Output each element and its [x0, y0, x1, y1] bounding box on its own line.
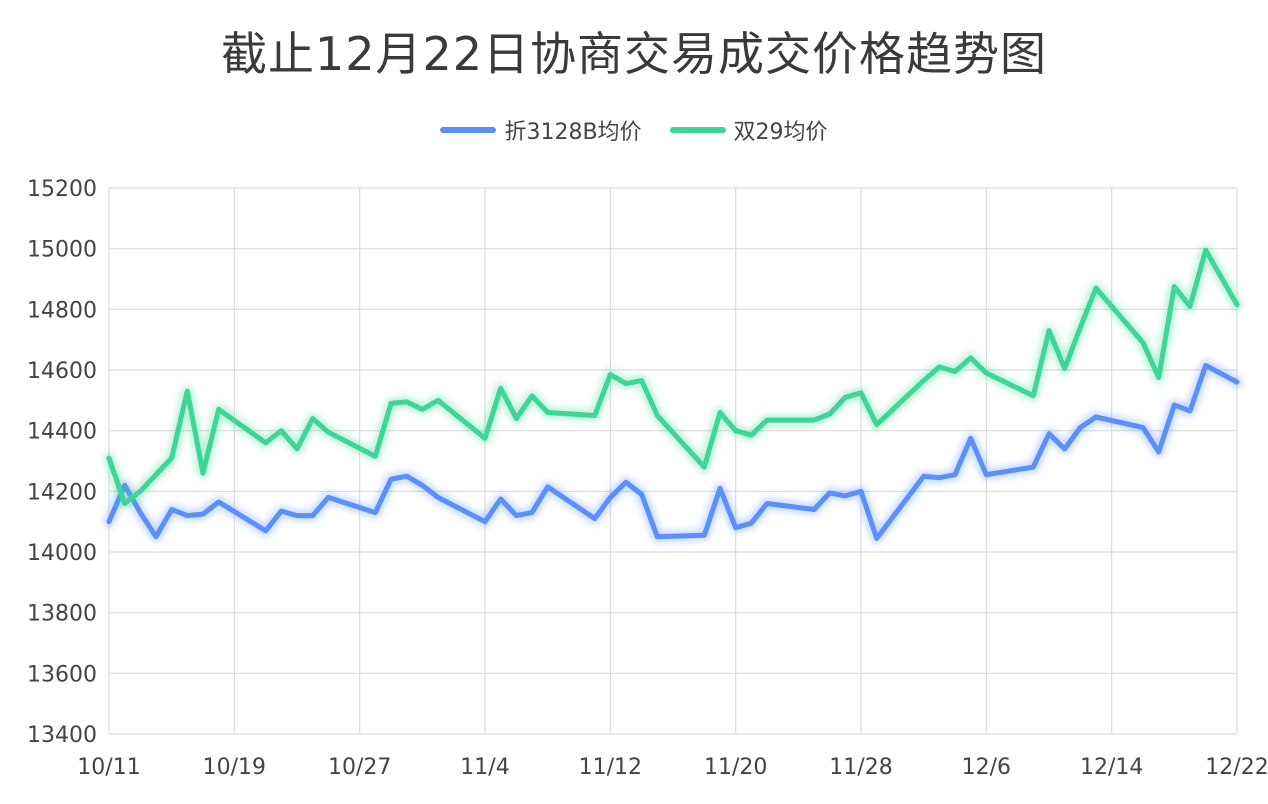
series-2-glow: [103, 244, 1243, 509]
x-tick-label: 11/4: [460, 755, 509, 780]
legend-swatch-series-2: [669, 127, 726, 133]
legend-swatch-series-1: [440, 127, 497, 133]
x-tick-label: 12/14: [1080, 755, 1143, 780]
legend-item-series-2[interactable]: 双29均价: [669, 114, 828, 146]
y-tick-label: 14600: [27, 359, 97, 384]
x-tick-label: 10/19: [203, 755, 266, 780]
x-axis: 10/11 10/19 10/27 11/4 11/12 11/20 11/28 12/6 12…: [77, 755, 1268, 780]
grid-lines: [108, 187, 1238, 735]
series-2-line: [106, 247, 1240, 506]
y-tick-label: 13400: [27, 723, 97, 748]
x-tick-label: 12/22: [1205, 755, 1268, 780]
legend-label-series-2: 双29均价: [733, 120, 828, 145]
y-tick-label: 14400: [27, 420, 97, 445]
y-tick-label: 13800: [27, 602, 97, 627]
y-tick-label: 15200: [27, 177, 97, 202]
legend-label-series-1: 折3128B均价: [504, 120, 642, 145]
y-axis: 13400 13600 13800 14000 14200 14400 14600 14800…: [27, 177, 97, 748]
chart-title: 截止12月22日协商交易成交价格趋势图: [220, 27, 1048, 81]
x-tick-label: 10/11: [77, 755, 140, 780]
y-tick-label: 14800: [27, 298, 97, 323]
y-tick-label: 13600: [27, 662, 97, 687]
y-tick-label: 15000: [27, 238, 97, 263]
x-tick-label: 12/6: [962, 755, 1011, 780]
y-tick-label: 14000: [27, 541, 97, 566]
x-tick-label: 11/28: [829, 755, 892, 780]
x-tick-label: 11/12: [579, 755, 642, 780]
legend: 折3128B均价 双29均价: [0, 114, 1268, 146]
x-tick-label: 10/27: [328, 755, 391, 780]
x-tick-label: 11/20: [704, 755, 767, 780]
legend-item-series-1[interactable]: 折3128B均价: [440, 114, 642, 146]
series-1-line: [106, 362, 1240, 541]
series-lines: [103, 244, 1243, 544]
y-tick-label: 14200: [27, 480, 97, 505]
